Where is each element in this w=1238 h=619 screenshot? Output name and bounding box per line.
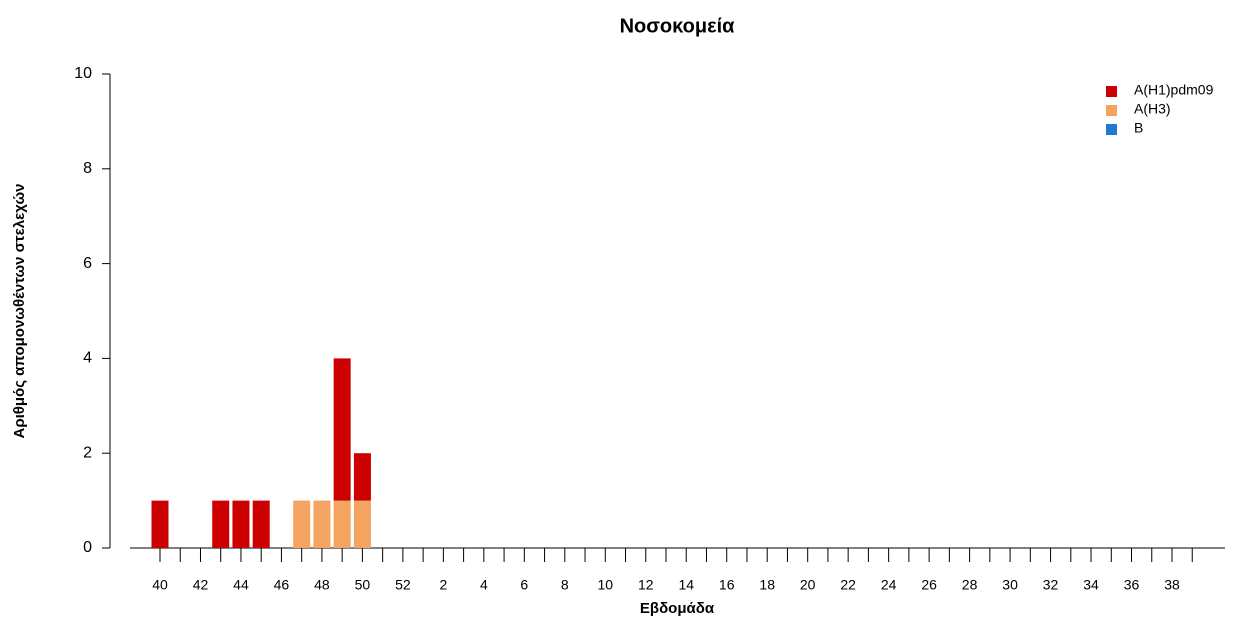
x-tick-label: 48 xyxy=(314,577,330,593)
legend-label: A(H1)pdm09 xyxy=(1134,82,1214,98)
x-tick-label: 26 xyxy=(921,577,937,593)
x-tick-label: 16 xyxy=(719,577,735,593)
x-tick-label: 12 xyxy=(638,577,654,593)
x-tick-label: 10 xyxy=(597,577,613,593)
x-tick-label: 32 xyxy=(1043,577,1059,593)
x-tick-label: 36 xyxy=(1124,577,1140,593)
bar xyxy=(293,500,311,548)
x-tick-label: 8 xyxy=(561,577,569,593)
legend-label: B xyxy=(1134,120,1143,136)
bar xyxy=(353,453,371,501)
x-tick-label: 22 xyxy=(840,577,856,593)
legend-label: A(H3) xyxy=(1134,101,1171,117)
y-tick-label: 2 xyxy=(83,444,92,461)
x-tick-label: 30 xyxy=(1002,577,1018,593)
bar xyxy=(333,358,351,501)
bar xyxy=(151,500,169,548)
legend-swatch xyxy=(1106,86,1117,97)
x-tick-label: 20 xyxy=(800,577,816,593)
y-axis-title: Αριθμός απομονωθέντων στελεχών xyxy=(11,183,28,438)
bar xyxy=(252,500,270,548)
legend-swatch xyxy=(1106,105,1117,116)
x-tick-label: 46 xyxy=(274,577,290,593)
x-tick-label: 38 xyxy=(1164,577,1180,593)
bar xyxy=(232,500,250,548)
x-axis-title: Εβδομάδα xyxy=(640,600,715,617)
x-tick-label: 2 xyxy=(439,577,447,593)
legend-swatch xyxy=(1106,124,1117,135)
x-tick-label: 42 xyxy=(193,577,209,593)
x-tick-label: 28 xyxy=(962,577,978,593)
x-tick-label: 4 xyxy=(480,577,488,593)
bar xyxy=(353,500,371,548)
x-tick-label: 40 xyxy=(152,577,168,593)
y-tick-label: 4 xyxy=(83,350,92,367)
bar xyxy=(313,500,331,548)
y-tick-label: 0 xyxy=(83,539,92,556)
x-tick-label: 14 xyxy=(678,577,694,593)
chart-title: Νοσοκομεία xyxy=(620,15,736,37)
x-tick-label: 34 xyxy=(1083,577,1099,593)
bar xyxy=(212,500,230,548)
y-tick-label: 8 xyxy=(83,160,92,177)
x-tick-label: 18 xyxy=(759,577,775,593)
x-tick-label: 24 xyxy=(881,577,897,593)
x-tick-label: 52 xyxy=(395,577,411,593)
y-tick-label: 6 xyxy=(83,255,92,272)
x-tick-label: 44 xyxy=(233,577,249,593)
x-tick-label: 50 xyxy=(355,577,371,593)
y-tick-label: 10 xyxy=(74,65,92,82)
x-tick-label: 6 xyxy=(520,577,528,593)
bar xyxy=(333,500,351,548)
